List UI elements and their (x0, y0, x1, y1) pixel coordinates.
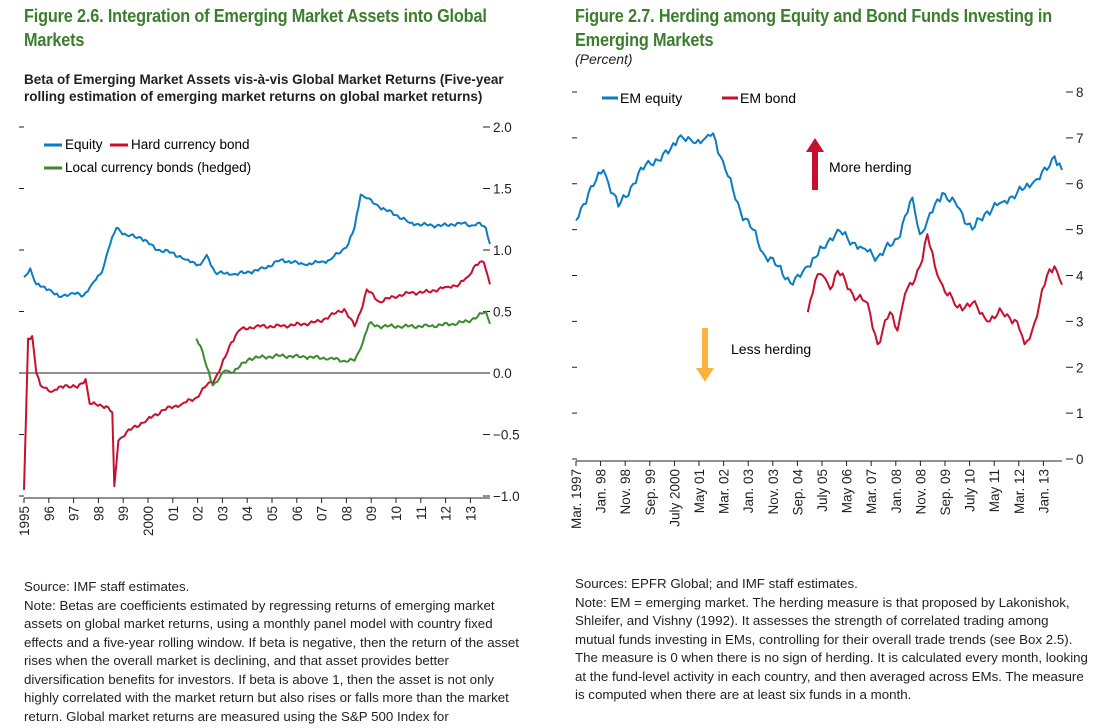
x-tick-label: 1995 (17, 506, 32, 536)
x-tick-label: Sep. 99 (643, 469, 658, 516)
y-tick-label: 4 (1076, 269, 1084, 284)
y-tick-label: 6 (1076, 177, 1084, 192)
x-tick-label: Jan. 98 (594, 469, 609, 513)
y-tick-label: 0.5 (493, 305, 512, 320)
x-tick-label: 12 (439, 506, 454, 521)
series-line-local (195, 310, 491, 387)
x-tick-label: July 05 (815, 469, 830, 512)
x-tick-label: 97 (67, 506, 82, 521)
right-notes: Sources: EPFR Global; and IMF staff esti… (575, 575, 1090, 705)
right-source: Sources: EPFR Global; and IMF staff esti… (575, 576, 858, 591)
x-tick-label: Mar. 02 (717, 469, 732, 514)
y-tick-label: 0 (1076, 452, 1084, 467)
right-figure-title: Figure 2.7. Herding among Equity and Bon… (575, 5, 1052, 50)
left-figure-title: Figure 2.6. Integration of Emerging Mark… (24, 5, 487, 50)
x-tick-label: 99 (116, 506, 131, 521)
y-tick-label: 8 (1076, 85, 1084, 100)
x-tick-label: Nov. 03 (766, 469, 781, 515)
series-line-equity (23, 193, 491, 299)
y-tick-label: 1.0 (493, 243, 512, 258)
y-tick-label: 0.0 (493, 366, 512, 381)
left-note: Note: Betas are coefficients estimated b… (24, 597, 519, 724)
right-note: Note: EM = emerging market. The herding … (575, 594, 1088, 703)
x-tick-label: 98 (91, 506, 106, 521)
x-tick-label: Nov. 08 (913, 469, 928, 515)
x-tick-label: Nov. 98 (618, 469, 633, 515)
more-herding-arrowhead-icon (806, 138, 824, 152)
x-tick-label: 04 (240, 506, 255, 522)
x-tick-label: Mar. 12 (1012, 469, 1027, 514)
x-tick-label: May 01 (692, 469, 707, 513)
y-tick-label: 1.5 (493, 182, 512, 197)
x-tick-label: 09 (364, 506, 379, 521)
x-tick-label: 08 (339, 506, 354, 521)
legend-label-equity: Equity (65, 137, 103, 152)
x-tick-label: 06 (290, 506, 305, 521)
series-line-eq (575, 132, 1063, 286)
y-tick-label: −1.0 (493, 489, 520, 504)
y-tick-label: 5 (1076, 223, 1084, 238)
legend-label-hard-currency-bond: Hard currency bond (131, 137, 250, 152)
y-tick-label: 2 (1076, 360, 1084, 375)
y-tick-label: 1 (1076, 406, 1084, 421)
x-tick-label: 07 (315, 506, 330, 521)
x-tick-label: 13 (463, 506, 478, 521)
x-tick-label: Jan. 03 (741, 469, 756, 513)
x-tick-label: 01 (166, 506, 181, 521)
legend-label-em-equity: EM equity (620, 90, 682, 106)
x-tick-label: May 11 (987, 469, 1002, 512)
x-tick-label: Mar. 1997 (569, 469, 584, 529)
x-tick-label: July 10 (963, 469, 978, 512)
series-line-bond (806, 233, 1063, 346)
x-tick-label: May 06 (840, 469, 855, 513)
right-chart-unit: (Percent) (575, 51, 633, 67)
less-herding-arrowhead-icon (696, 368, 714, 382)
x-tick-label: Sep. 09 (938, 469, 953, 516)
x-tick-label: 11 (414, 506, 429, 520)
left-notes: Source: IMF staff estimates. Note: Betas… (24, 578, 524, 726)
legend-label-local-currency-bonds: Local currency bonds (hedged) (65, 160, 251, 175)
x-tick-label: 96 (42, 506, 57, 521)
legend-label-em-bond: EM bond (740, 90, 796, 106)
more-herding-label: More herding (829, 159, 912, 175)
less-herding-label: Less herding (731, 341, 811, 357)
series-line-hard (23, 260, 491, 490)
x-tick-label: 2000 (141, 506, 156, 536)
x-tick-label: Jan. 08 (889, 469, 904, 513)
x-tick-label: 10 (389, 506, 404, 521)
right-chart: 8 7 6 5 4 3 2 1 0 Mar. 1997 Jan. 98 Nov. 98 Sep. 99 J… (569, 85, 1084, 529)
x-tick-label: 03 (215, 506, 230, 521)
x-tick-label: Jan. 13 (1036, 469, 1051, 513)
x-tick-label: July 2000 (667, 469, 682, 527)
left-source: Source: IMF staff estimates. (24, 579, 190, 594)
x-tick-label: Mar. 07 (864, 469, 879, 514)
y-tick-label: 2.0 (493, 120, 512, 135)
y-tick-label: 7 (1076, 131, 1084, 146)
left-chart: 2.0 1.5 1.0 0.5 0.0 −0.5 −1.0 1995 96 97 98 99 2000 0… (17, 120, 520, 536)
y-tick-label: 3 (1076, 314, 1084, 329)
x-tick-label: Sep. 04 (790, 469, 805, 516)
x-tick-label: 02 (191, 506, 206, 521)
y-tick-label: −0.5 (493, 428, 520, 443)
x-tick-label: 05 (265, 506, 280, 521)
left-chart-subtitle: Beta of Emerging Market Assets vis-à-vis… (24, 72, 504, 104)
